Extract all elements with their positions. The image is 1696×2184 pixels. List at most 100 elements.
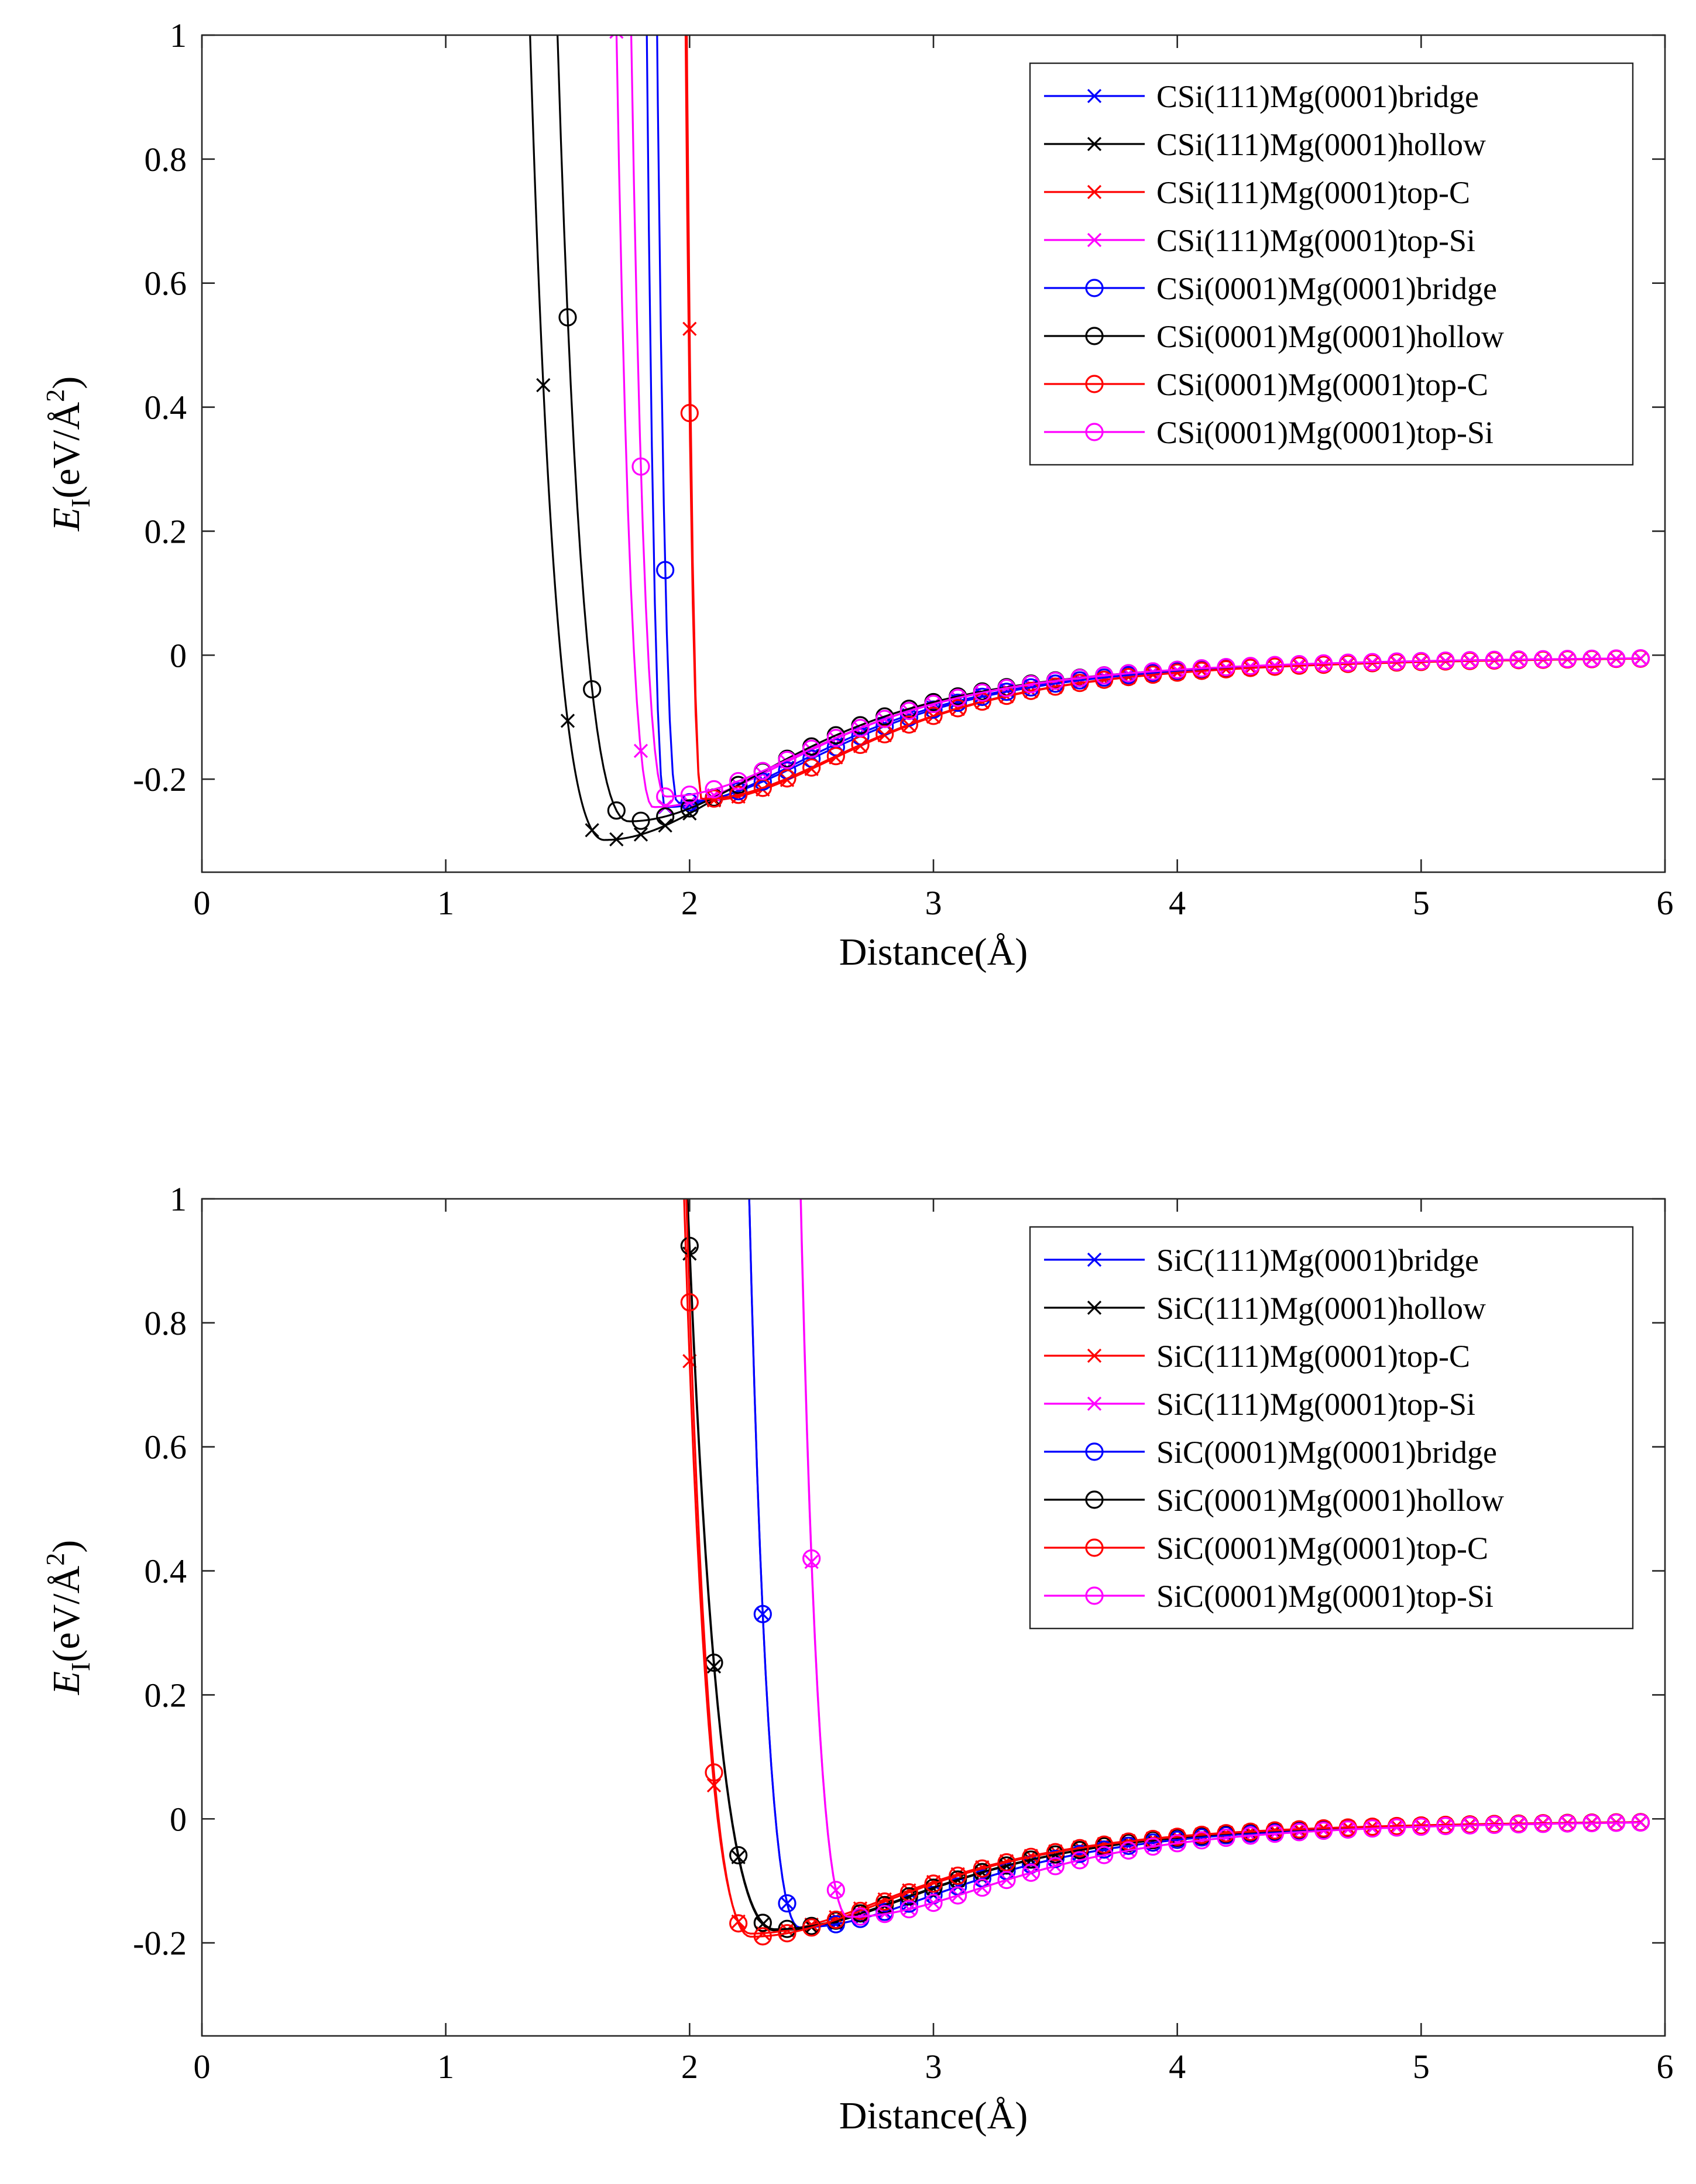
data-point [949, 693, 967, 712]
legend-marker [1087, 232, 1102, 248]
data-point [658, 799, 672, 814]
data-point [1388, 1818, 1406, 1837]
data-point [682, 321, 697, 336]
x-tick-label: 5 [1413, 2048, 1430, 2086]
data-point [949, 688, 967, 707]
series-line [529, 35, 715, 841]
data-point [1119, 1841, 1138, 1860]
data-point [705, 1763, 723, 1782]
data-point [753, 772, 772, 791]
data-point [1217, 1828, 1235, 1847]
data-point [607, 801, 626, 820]
series-CSi(111)Mg(0001)hollow [529, 35, 722, 846]
legend: SiC(111)Mg(0001)bridge SiC(111)Mg(0001)ho… [1029, 1226, 1634, 1630]
data-point [949, 1886, 967, 1905]
data-point [705, 780, 723, 799]
legend-label: SiC(111)Mg(0001)hollow [1156, 1291, 1486, 1326]
legend-label: CSi(0001)Mg(0001)top-Si [1156, 415, 1494, 450]
data-point [536, 378, 551, 393]
data-point [1046, 671, 1065, 690]
data-point [802, 758, 821, 777]
data-point [1363, 1819, 1382, 1838]
data-point [1631, 1813, 1650, 1832]
x-tick-label: 1 [437, 884, 454, 922]
x-tick-label: 3 [925, 2048, 942, 2086]
data-point [1436, 651, 1455, 670]
data-point [1461, 1816, 1479, 1835]
y-axis-label: EI(eV/Å2) [41, 376, 95, 532]
data-point [924, 1894, 943, 1912]
data-point [706, 1778, 722, 1793]
legend-label: SiC(0001)Mg(0001)top-C [1156, 1531, 1488, 1566]
legend-label: SiC(111)Mg(0001)top-C [1156, 1339, 1470, 1374]
data-point [656, 787, 675, 806]
data-point [949, 699, 967, 718]
data-point [778, 750, 796, 769]
data-point [1046, 1857, 1065, 1876]
data-point [1534, 1815, 1553, 1833]
data-point [851, 1901, 870, 1921]
series-line [799, 1199, 1641, 1918]
legend-label: SiC(0001)Mg(0001)bridge [1156, 1435, 1497, 1470]
legend-label: CSi(111)Mg(0001)bridge [1156, 79, 1479, 114]
x-tick-label: 0 [194, 884, 211, 922]
data-point [802, 1549, 821, 1568]
data-point [1338, 653, 1357, 672]
legend-marker [1085, 1442, 1104, 1461]
data-point [753, 762, 772, 780]
legend-item: CSi(0001)Mg(0001)top-C [1044, 367, 1488, 402]
data-point [876, 709, 894, 728]
data-point [680, 404, 699, 423]
data-point [1509, 650, 1528, 669]
legend-label: SiC(0001)Mg(0001)top-Si [1156, 1579, 1494, 1614]
legend-item: SiC(111)Mg(0001)hollow [1044, 1291, 1486, 1326]
data-point [1485, 1815, 1503, 1835]
data-point [729, 786, 748, 804]
data-point [1265, 656, 1284, 674]
y-tick-label: -0.2 [133, 1924, 187, 1962]
data-point [753, 1604, 772, 1623]
data-point [1119, 664, 1138, 683]
y-tick-label: 1 [170, 16, 187, 54]
data-point [1509, 1815, 1528, 1834]
data-point [973, 687, 991, 707]
data-point [583, 680, 602, 699]
chart-panel-1: 0 1 2 3 4 5 6 -0.2 0 0.2 0.4 0.6 0.8 1 Distance(Å) EI(e… [41, 16, 1674, 973]
x-tick-label: 4 [1169, 2048, 1186, 2086]
data-point [609, 35, 624, 39]
data-point [1363, 653, 1382, 671]
data-point [656, 807, 675, 826]
legend-box [1029, 1226, 1634, 1630]
data-point [1217, 1824, 1235, 1843]
legend-item: CSi(111)Mg(0001)top-Si [1044, 223, 1475, 258]
data-point [729, 1914, 748, 1933]
data-point [1168, 660, 1187, 679]
x-tick-label: 4 [1169, 884, 1186, 922]
data-point [1070, 674, 1089, 692]
data-point [876, 1905, 894, 1924]
data-point [1241, 657, 1260, 676]
data-point [1388, 652, 1406, 671]
data-point [1582, 1813, 1601, 1833]
data-point [1265, 1825, 1284, 1843]
data-point [680, 1236, 699, 1256]
legend-marker [1085, 279, 1104, 297]
data-point [1144, 1837, 1162, 1856]
data-point [1607, 1813, 1626, 1832]
legend-marker [1085, 1490, 1104, 1509]
legend-item: SiC(0001)Mg(0001)hollow [1044, 1483, 1504, 1518]
data-point [778, 1924, 796, 1943]
data-point [1070, 1839, 1089, 1857]
data-point [1095, 670, 1114, 689]
data-point [1192, 1831, 1211, 1850]
legend-marker [1085, 1538, 1104, 1557]
legend-label: CSi(0001)Mg(0001)bridge [1156, 271, 1497, 306]
data-point [1192, 659, 1211, 678]
legend-box [1029, 62, 1634, 466]
data-point [631, 457, 650, 476]
data-point [1070, 668, 1089, 687]
data-point [876, 1892, 894, 1911]
data-point [1436, 1816, 1455, 1836]
data-point [1144, 662, 1162, 681]
